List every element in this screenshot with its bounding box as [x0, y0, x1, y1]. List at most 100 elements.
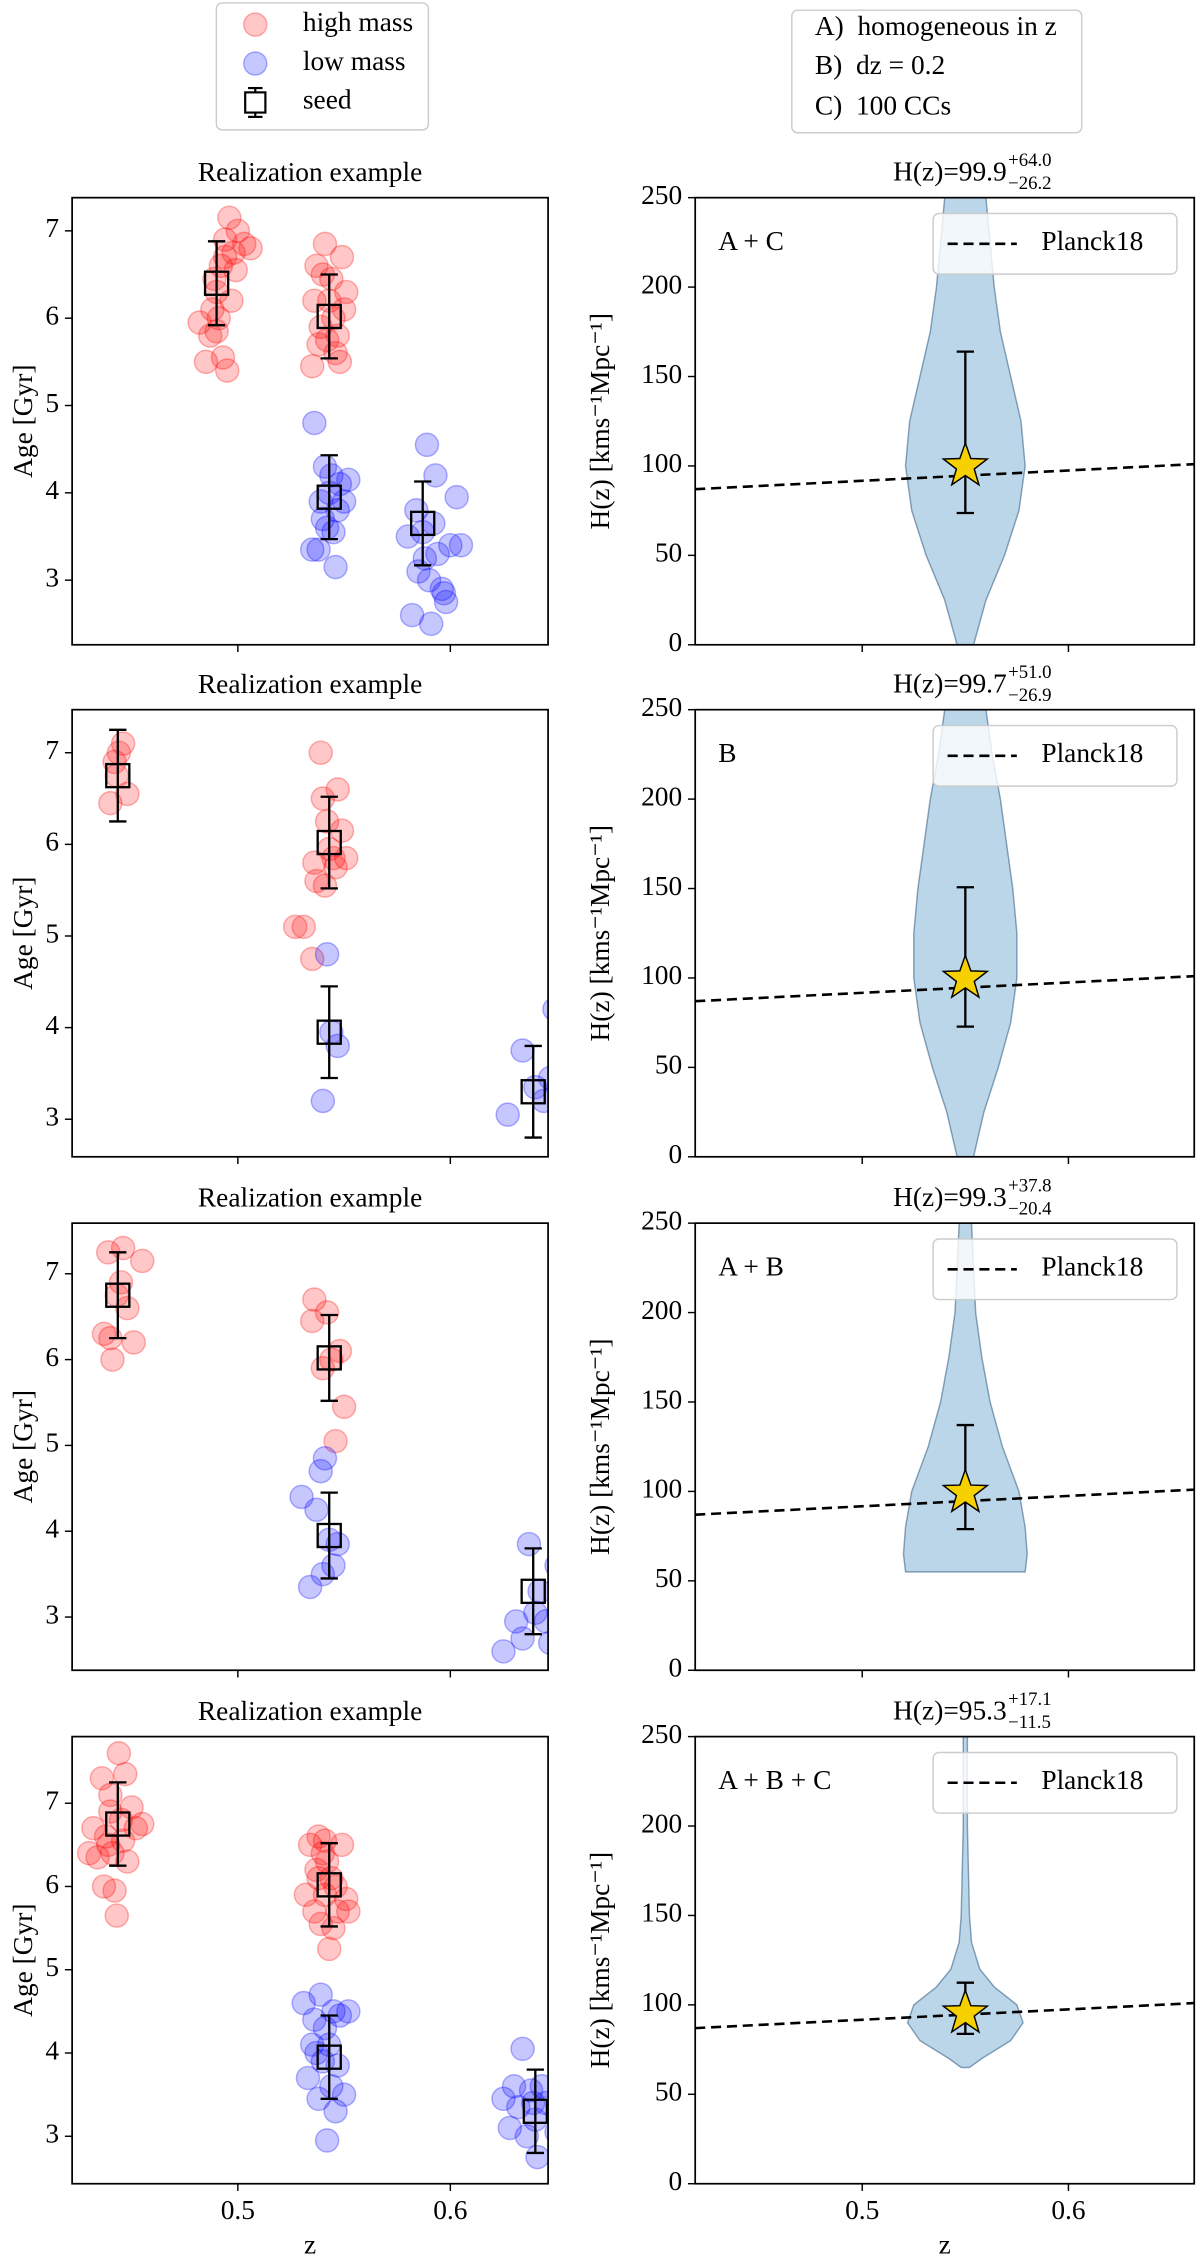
data-point — [316, 1936, 342, 1962]
data-point — [537, 1065, 549, 1091]
data-point — [448, 532, 474, 558]
data-point — [414, 432, 440, 458]
data-point — [336, 467, 361, 492]
data-point — [325, 323, 350, 348]
data-point — [510, 1626, 535, 1651]
data-point — [95, 1832, 121, 1858]
axes-frame — [694, 1735, 1196, 2185]
data-point — [491, 1639, 516, 1664]
plot-area — [695, 709, 1195, 1157]
data-point — [331, 2082, 357, 2107]
data-point — [329, 1832, 355, 1858]
data-point — [325, 1531, 350, 1557]
reference-line — [695, 2001, 1195, 2030]
data-point — [108, 1807, 134, 1833]
data-point — [556, 2141, 579, 2164]
legend-label: high mass — [303, 7, 413, 37]
y-tick-label: 200 — [641, 1295, 682, 1325]
reference-line — [695, 974, 1195, 1003]
panel-title: H(z)=99.7 — [893, 669, 1007, 699]
plot-area — [76, 1740, 585, 2189]
data-point — [312, 1828, 338, 1853]
data-point — [425, 541, 450, 567]
estimate-star — [941, 1988, 990, 2034]
reference-line — [695, 1488, 1195, 1516]
seed-marker — [105, 762, 131, 789]
reference-line — [695, 462, 1195, 491]
data-point — [314, 1300, 340, 1325]
data-point — [333, 279, 359, 305]
plot-area — [695, 1736, 1195, 2069]
data-point — [308, 1982, 333, 2007]
data-point — [310, 1561, 336, 1587]
y-tick-label: 100 — [641, 448, 682, 478]
y-tick-label: 6 — [45, 827, 59, 857]
panel-legend-box — [932, 724, 1178, 787]
data-point — [325, 2053, 350, 2078]
data-point — [210, 345, 236, 370]
data-point — [438, 532, 463, 558]
data-point — [520, 2090, 546, 2116]
estimate-star — [941, 1467, 990, 1514]
y-tick-label: 6 — [45, 1342, 59, 1372]
data-point — [302, 288, 327, 313]
y-tick-label: 3 — [45, 562, 59, 592]
data-point — [212, 227, 238, 252]
title-err-low: −11.5 — [1008, 1712, 1051, 1733]
title-prefix: H(z)= — [893, 1182, 959, 1212]
estimate-star — [941, 440, 990, 487]
panel-title: H(z)=99.3 — [893, 1182, 1007, 1212]
panel-title: H(z)=95.3 — [893, 1696, 1007, 1726]
y-axis-label: H(z) [kms⁻¹Mpc⁻¹] — [585, 313, 615, 529]
data-point — [327, 349, 353, 375]
y-axis-label: H(z) [kms⁻¹Mpc⁻¹] — [585, 825, 615, 1041]
title-err-high: +64.0 — [1008, 150, 1051, 171]
y-axis-label: Age [Gyr] — [8, 365, 38, 478]
seed-marker — [316, 1345, 342, 1371]
data-point — [231, 231, 257, 257]
data-point — [321, 1915, 346, 1941]
data-point — [312, 231, 338, 257]
data-point — [321, 1999, 346, 2024]
legend-marker — [244, 91, 267, 114]
y-tick-label: 50 — [655, 538, 682, 568]
data-point — [510, 1038, 535, 1063]
title-value: 99.7 — [959, 669, 1007, 699]
data-point — [304, 253, 329, 279]
seed-marker — [410, 510, 436, 537]
data-point — [223, 257, 248, 283]
data-point — [304, 2040, 329, 2066]
y-tick-label: 250 — [641, 692, 682, 722]
title-err-low: −26.9 — [1008, 685, 1051, 706]
data-point — [112, 1761, 138, 1787]
legend-label: seed — [303, 85, 352, 115]
data-point — [416, 567, 442, 593]
y-tick-label: 100 — [641, 1987, 682, 2017]
data-point — [104, 1903, 129, 1928]
data-point — [193, 349, 219, 375]
x-tick-label: 0.6 — [433, 2195, 467, 2225]
data-point — [238, 236, 263, 261]
y-tick-label: 250 — [641, 1205, 682, 1235]
y-tick-label: 150 — [641, 871, 682, 901]
data-point — [562, 2166, 585, 2189]
seed-marker — [520, 1079, 546, 1105]
data-point — [525, 2144, 549, 2170]
seed-marker — [316, 1019, 342, 1045]
y-tick-label: 4 — [45, 1514, 59, 1544]
axes-frame — [71, 708, 549, 1158]
data-point — [323, 554, 348, 580]
data-point — [115, 1295, 140, 1321]
data-point — [110, 731, 136, 756]
axes-frame — [71, 196, 549, 646]
data-point — [325, 1899, 350, 1924]
data-point — [314, 809, 340, 834]
data-point — [214, 358, 240, 383]
panel-legend-label: Planck18 — [1041, 738, 1143, 768]
data-point — [98, 790, 123, 816]
data-point — [495, 1102, 520, 1127]
y-tick-label: 50 — [655, 1563, 682, 1593]
seed-marker — [105, 1282, 131, 1308]
title-err-high: +37.8 — [1008, 1175, 1051, 1196]
